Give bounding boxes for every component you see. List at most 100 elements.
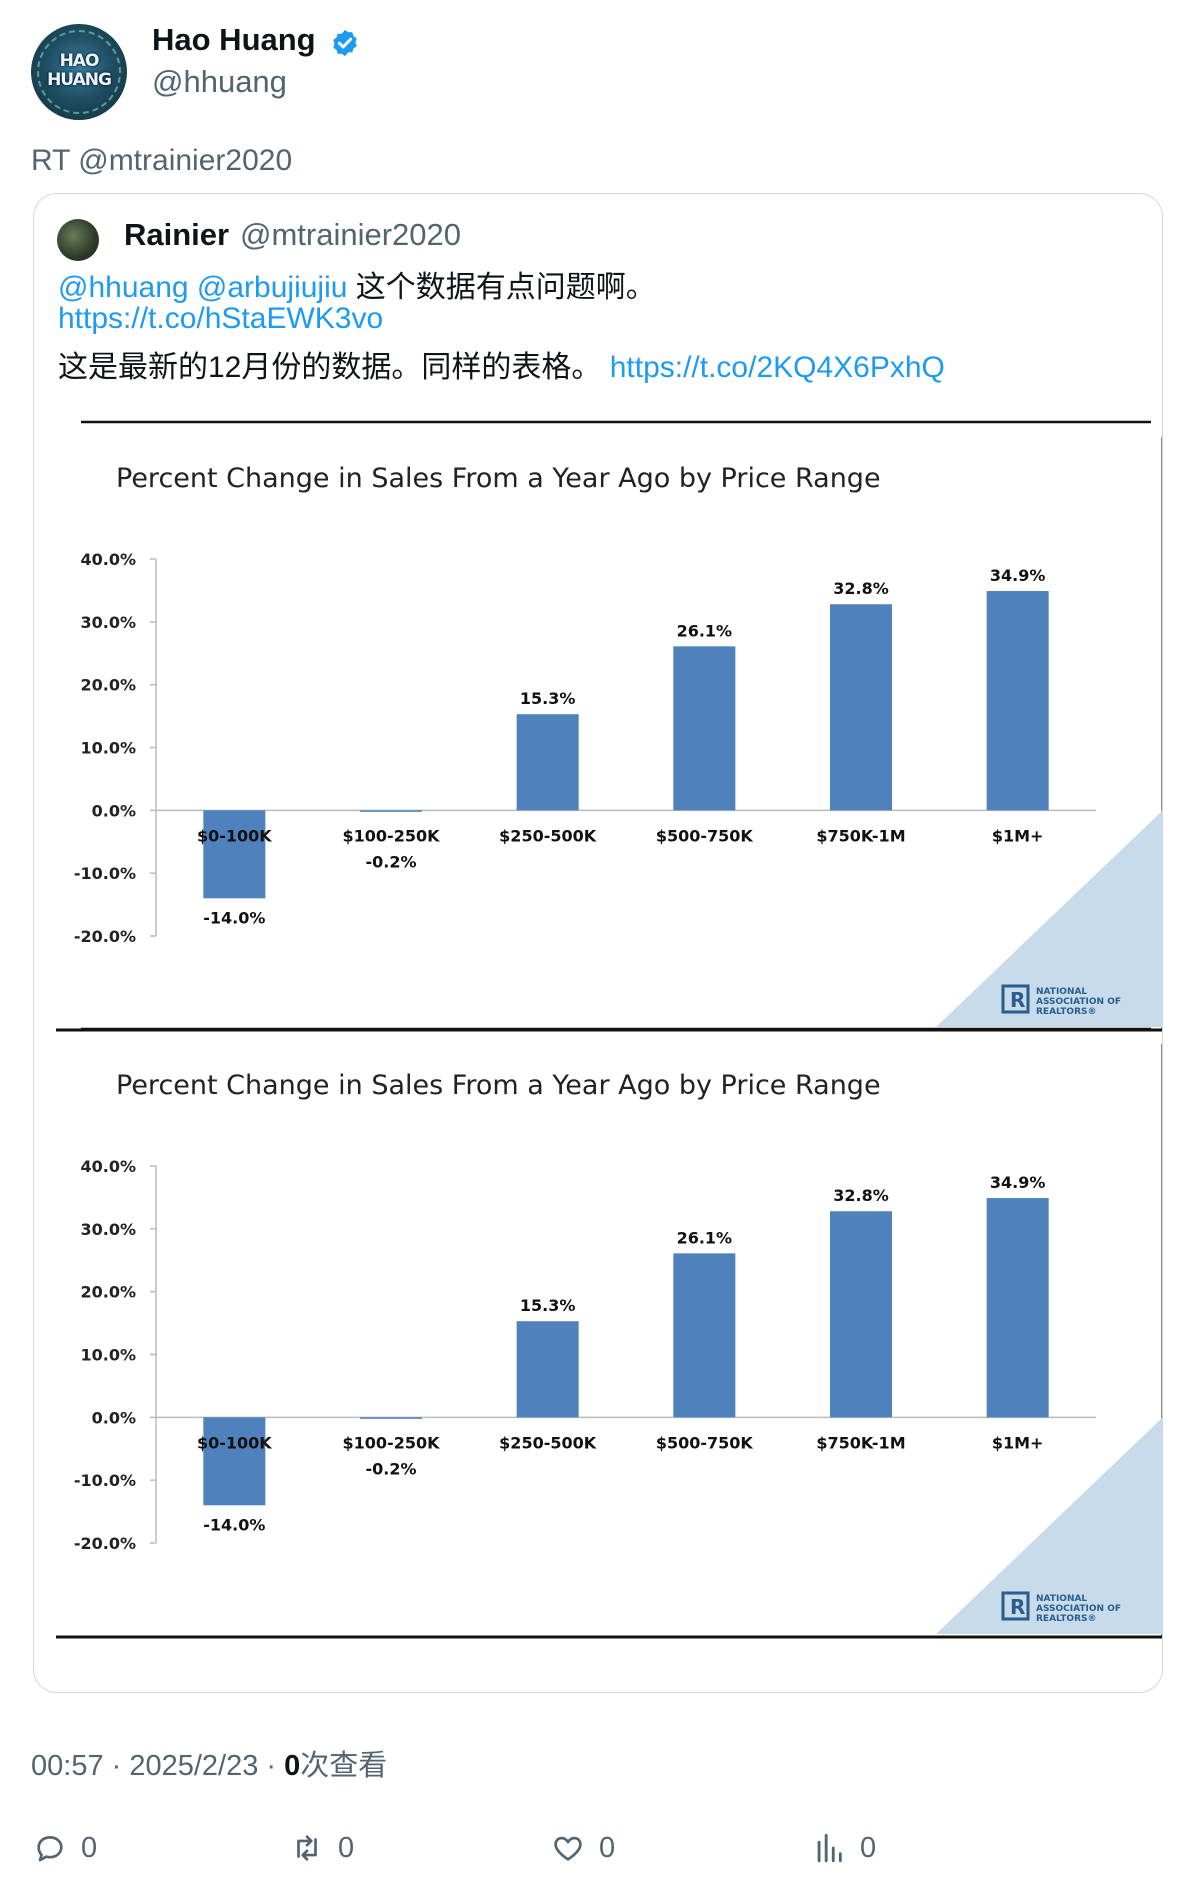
x-tick-label: $100-250K <box>343 1433 441 1452</box>
retweet-button[interactable]: 0 <box>290 1828 354 1868</box>
bar <box>986 591 1049 811</box>
reply-button[interactable]: 0 <box>33 1828 97 1868</box>
views-count: 0 <box>860 1831 877 1864</box>
y-tick-label: 10.0% <box>80 739 136 758</box>
data-label: 26.1% <box>677 1228 733 1247</box>
y-tick-label: 0.0% <box>92 801 136 820</box>
author-name[interactable]: Hao Huang <box>152 22 316 57</box>
data-label: 15.3% <box>520 689 576 708</box>
tweet-time[interactable]: 00:57 <box>31 1750 104 1782</box>
logo-letter: R <box>1010 1595 1025 1619</box>
x-tick-label: $100-250K <box>343 826 441 845</box>
chart-slide-2: R NATIONAL ASSOCIATION OF REALTORS® Percent … <box>56 1026 1162 1640</box>
logo-text: ASSOCIATION OF <box>1036 1604 1121 1614</box>
chart-slide-1: R NATIONAL ASSOCIATION OF REALTORS® Percent … <box>56 419 1162 1033</box>
logo-text: REALTORS® <box>1036 1007 1097 1017</box>
attached-image[interactable]: R NATIONAL ASSOCIATION OF REALTORS® Percent … <box>56 419 1162 1647</box>
x-tick-label: $750K-1M <box>816 826 905 845</box>
data-label: -14.0% <box>203 1515 265 1534</box>
meta-separator: · <box>258 1750 285 1782</box>
y-tick-label: 20.0% <box>80 1283 136 1302</box>
chart-title: Percent Change in Sales From a Year Ago … <box>116 1070 881 1101</box>
quoted-tweet[interactable]: Rainier @mtrainier2020 @hhuang @arbujiuj… <box>33 193 1163 1693</box>
logo-letter: R <box>1010 988 1025 1012</box>
meta-separator: · <box>103 1750 130 1782</box>
verified-badge-icon <box>333 29 357 57</box>
quoted-text-line-1: @hhuang @arbujiujiu 这个数据有点问题啊。 <box>58 262 656 306</box>
bar <box>830 604 892 811</box>
y-tick-label: 10.0% <box>80 1346 136 1365</box>
quoted-text-line-3: 这是最新的12月份的数据。同样的表格。 https://t.co/2KQ4X6P… <box>58 342 945 386</box>
reply-icon <box>37 1836 63 1862</box>
bar <box>360 1417 422 1419</box>
bar <box>516 714 579 811</box>
data-label: -0.2% <box>365 852 416 871</box>
url-link[interactable]: https://t.co/2KQ4X6PxhQ <box>609 351 945 384</box>
y-tick-label: 30.0% <box>80 613 136 632</box>
x-tick-label: $750K-1M <box>816 1433 905 1452</box>
logo-mark <box>1001 984 1030 1014</box>
data-label: 32.8% <box>833 1186 889 1205</box>
quoted-text-line-2: https://t.co/hStaEWK3vo <box>58 302 383 336</box>
like-button[interactable]: 0 <box>551 1828 615 1868</box>
x-tick-label: $500-750K <box>656 1433 754 1452</box>
x-tick-label: $500-750K <box>656 826 754 845</box>
chart-title: Percent Change in Sales From a Year Ago … <box>116 463 881 494</box>
quoted-text: 这是最新的12月份的数据。同样的表格。 <box>58 351 610 384</box>
bar <box>986 1198 1049 1418</box>
data-label: 32.8% <box>833 579 889 598</box>
bar <box>360 810 422 812</box>
view-label: 次查看 <box>300 1750 388 1782</box>
view-count: 0 <box>284 1750 301 1782</box>
quoted-author-name[interactable]: Rainier <box>124 217 230 252</box>
views-button[interactable]: 0 <box>812 1828 876 1868</box>
retweet-icon <box>297 1835 317 1861</box>
logo-mark <box>1001 1591 1030 1621</box>
y-tick-label: 40.0% <box>80 550 136 569</box>
bar <box>516 1321 579 1418</box>
mention-link[interactable]: @hhuang <box>58 271 189 304</box>
y-tick-label: 40.0% <box>80 1157 136 1176</box>
x-tick-label: $1M+ <box>992 1433 1044 1452</box>
data-label: 26.1% <box>677 621 733 640</box>
x-tick-label: $250-500K <box>499 1433 597 1452</box>
bar-chart-icon <box>817 1833 842 1863</box>
x-tick-label: $1M+ <box>992 826 1044 845</box>
retweet-count: 0 <box>338 1831 355 1864</box>
like-count: 0 <box>599 1831 616 1864</box>
logo-text: ASSOCIATION OF <box>1036 997 1121 1007</box>
reply-count: 0 <box>81 1831 98 1864</box>
url-link[interactable]: https://t.co/hStaEWK3vo <box>58 302 384 335</box>
y-tick-label: 0.0% <box>92 1408 136 1427</box>
x-tick-label: $0-100K <box>197 826 272 845</box>
quoted-author-handle[interactable]: @mtrainier2020 <box>240 217 462 252</box>
data-label: -14.0% <box>203 908 265 927</box>
tweet-meta: 00:57 · 2025/2/23 · 0次查看 <box>31 1742 387 1784</box>
mention-link[interactable]: @arbujiujiu <box>196 271 348 304</box>
tweet-date[interactable]: 2025/2/23 <box>129 1750 259 1782</box>
y-tick-label: -10.0% <box>74 864 136 883</box>
retweet-text: RT @mtrainier2020 <box>31 144 293 177</box>
y-tick-label: -10.0% <box>74 1471 136 1490</box>
data-label: 15.3% <box>520 1296 576 1315</box>
data-label: 34.9% <box>990 566 1046 585</box>
bar <box>830 1211 892 1418</box>
logo-text: REALTORS® <box>1036 1614 1097 1624</box>
corner-decoration <box>936 811 1162 1027</box>
author-avatar[interactable]: HAO HUANG <box>31 24 127 120</box>
bar <box>203 1417 266 1506</box>
quoted-avatar[interactable] <box>57 219 99 261</box>
logo-text: NATIONAL <box>1036 987 1087 997</box>
y-tick-label: -20.0% <box>74 927 136 946</box>
corner-decoration <box>936 1418 1162 1634</box>
y-tick-label: 20.0% <box>80 676 136 695</box>
y-tick-label: -20.0% <box>74 1534 136 1553</box>
author-handle[interactable]: @hhuang <box>152 64 287 99</box>
data-label: 34.9% <box>990 1173 1046 1192</box>
avatar-text: HAO HUANG <box>47 51 112 90</box>
bar <box>673 646 736 811</box>
x-tick-label: $0-100K <box>197 1433 272 1452</box>
avatar-decoration <box>37 30 121 114</box>
